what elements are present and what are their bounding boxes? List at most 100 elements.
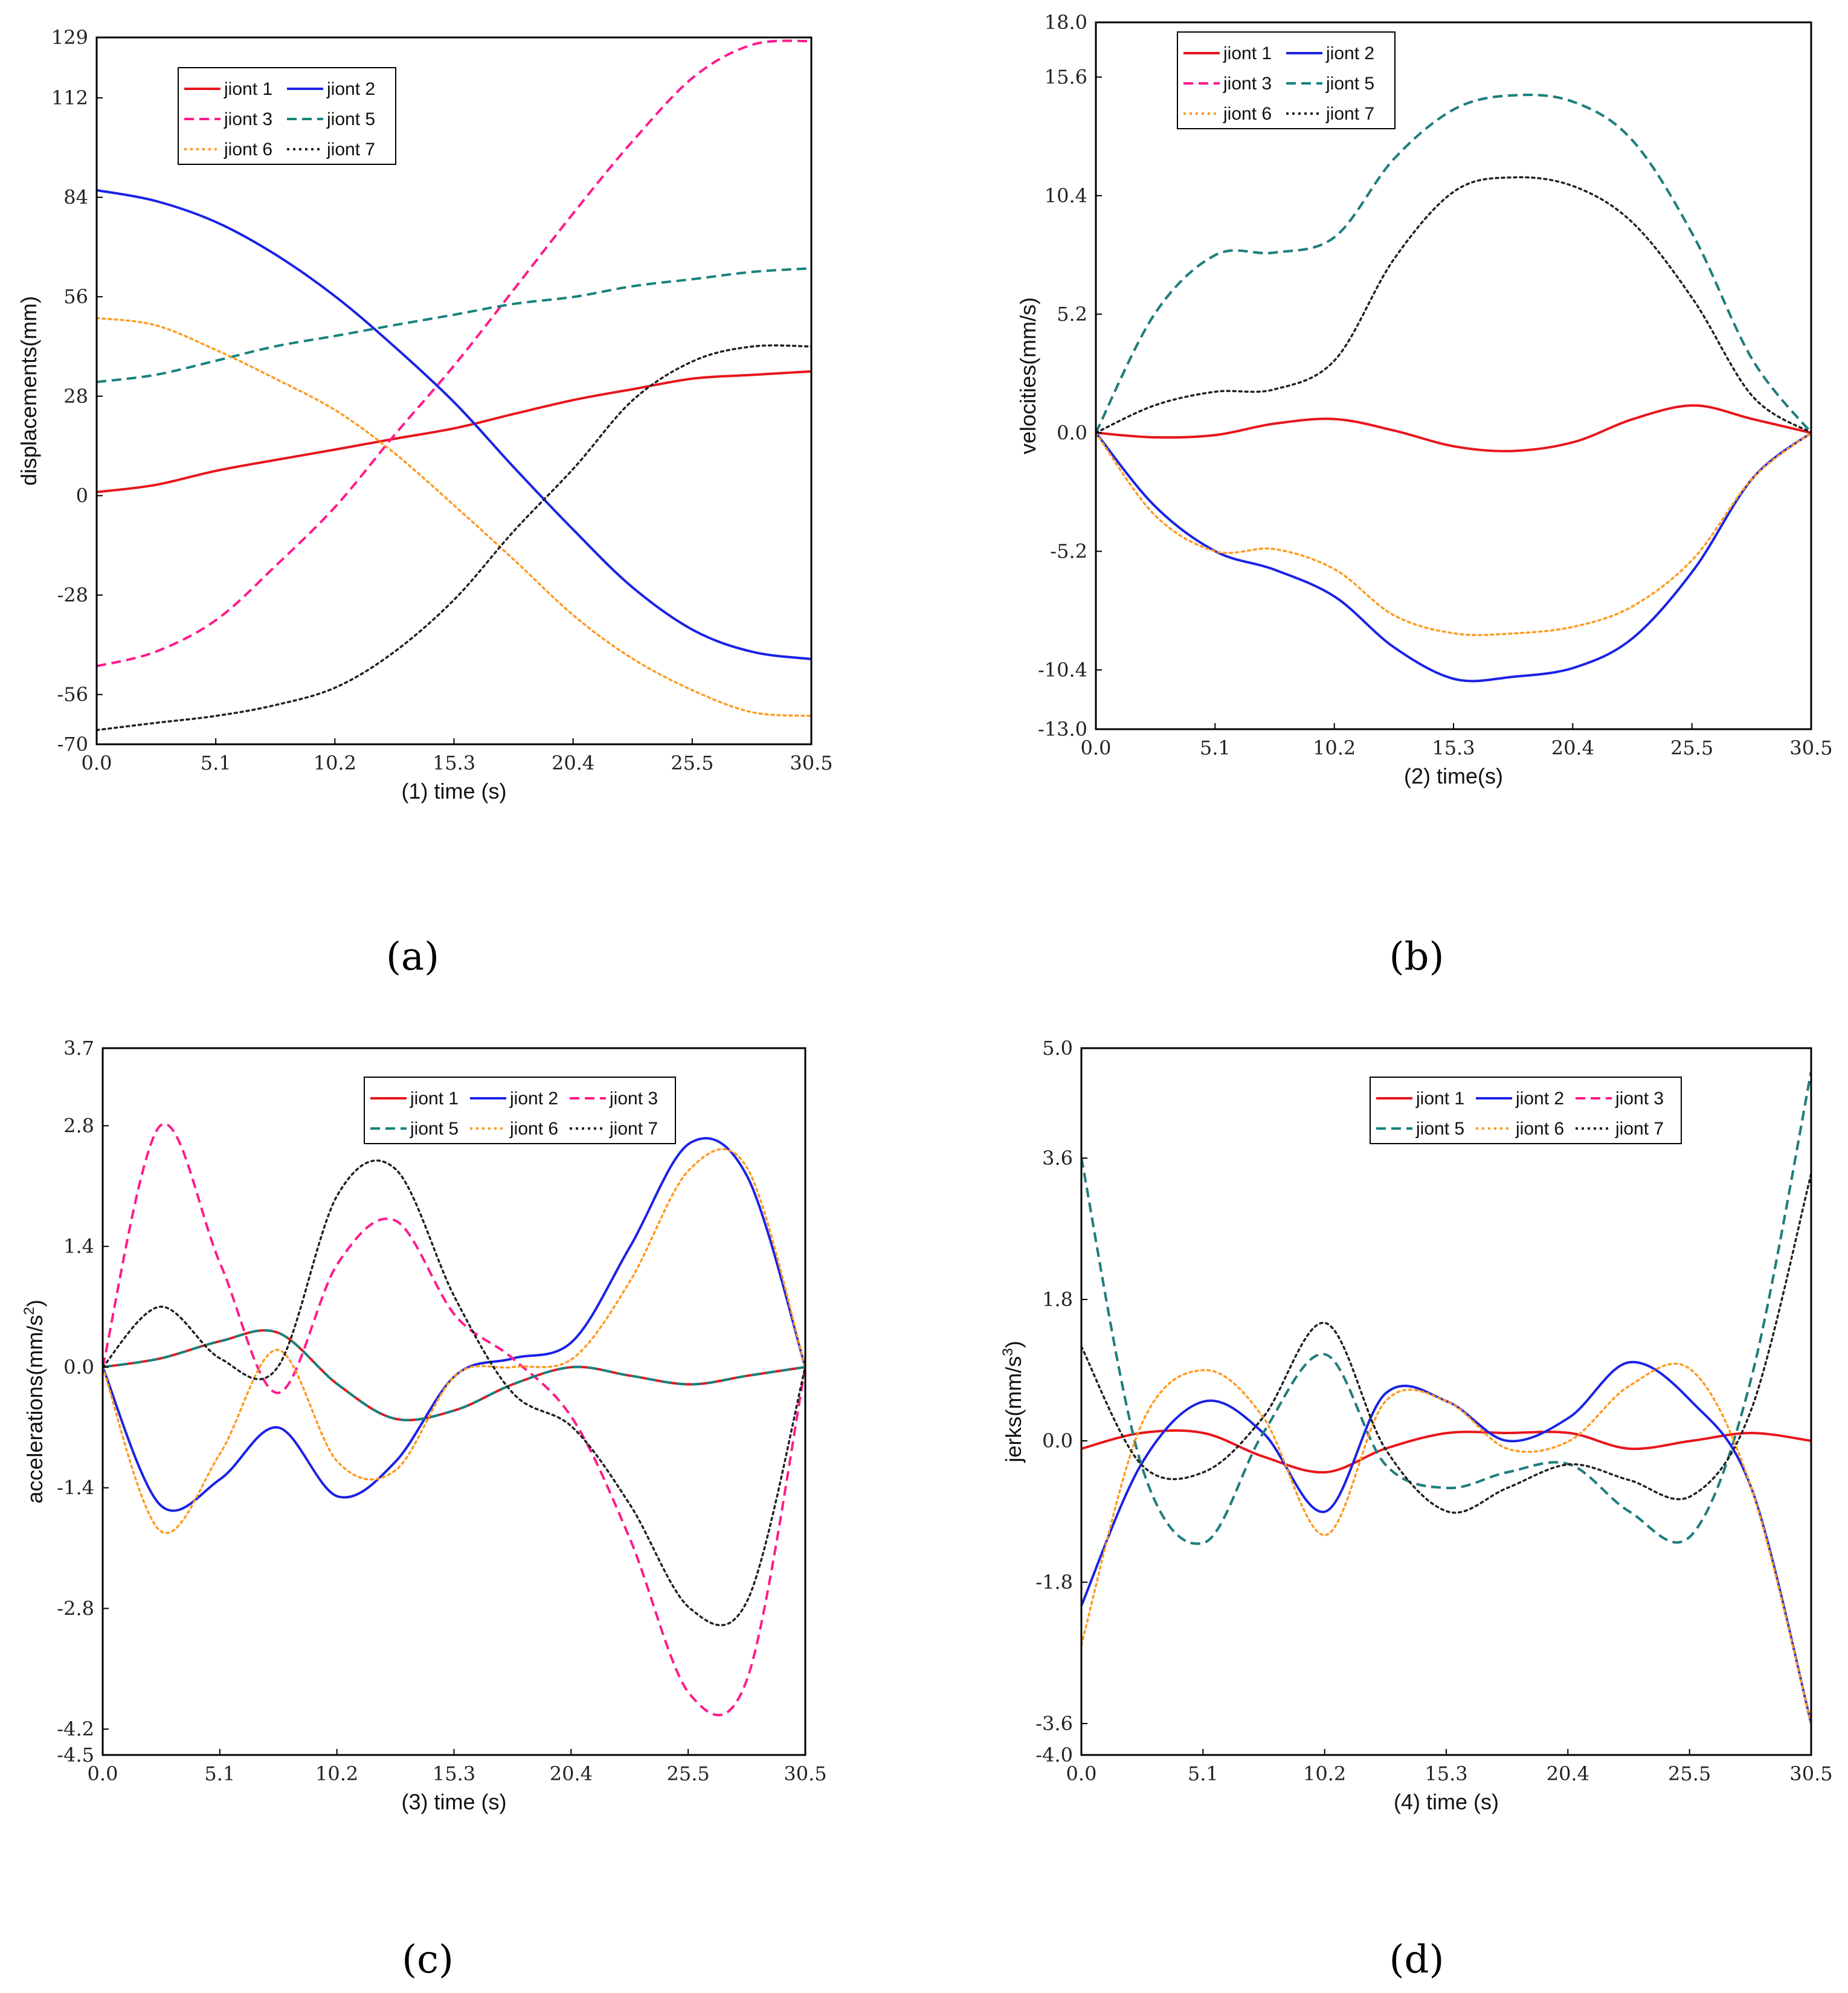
y-tick-label: 56 bbox=[63, 285, 88, 308]
x-tick-label: 0.0 bbox=[1081, 736, 1112, 759]
x-tick-label: 30.5 bbox=[1789, 736, 1832, 759]
legend-label: jiont 3 bbox=[1615, 1089, 1664, 1109]
y-tick-label: 18.0 bbox=[1045, 11, 1087, 34]
series-group bbox=[97, 39, 811, 732]
x-tick-label: 0.0 bbox=[88, 1762, 118, 1785]
series-line-jiont-7 bbox=[1081, 1173, 1811, 1514]
series-line-jiont-2 bbox=[1096, 431, 1811, 683]
legend-label: jiont 7 bbox=[609, 1119, 658, 1139]
series-group bbox=[1096, 93, 1811, 683]
y-tick-label: 3.6 bbox=[1042, 1147, 1073, 1170]
y-axis-title: displacements(mm) bbox=[16, 296, 41, 486]
chart-panel-1: 0.0 5.1 10.2 15.3 20.4 25.5 30.5 -70 -56 -28 0 28 56… bbox=[16, 26, 833, 979]
series-line-jiont-7 bbox=[97, 344, 811, 732]
legend: jiont 1 jiont 2 jiont 3 jiont 5 jiont 6 jiont… bbox=[364, 1077, 676, 1144]
y-tick-label: -3.6 bbox=[1035, 1712, 1073, 1735]
series-line-jiont-6 bbox=[1096, 431, 1811, 636]
y-tick-label: 1.4 bbox=[63, 1235, 94, 1258]
y-tick-label: 0.0 bbox=[63, 1356, 94, 1379]
y-tick-label: -70 bbox=[57, 733, 88, 756]
series-line-jiont-7 bbox=[103, 1159, 805, 1626]
legend-label: jiont 7 bbox=[1325, 104, 1374, 124]
x-tick-label: 5.1 bbox=[1200, 736, 1231, 759]
series-group bbox=[103, 1122, 805, 1717]
series-line-jiont-6 bbox=[97, 317, 811, 717]
chart-panel-2: 0.0 5.1 10.2 15.3 20.4 25.5 30.5 -13.0 -10.4 -5.2… bbox=[1016, 11, 1833, 979]
legend-label: jiont 2 bbox=[509, 1089, 558, 1109]
y-tick-label: 2.8 bbox=[63, 1114, 94, 1137]
x-tick-label: 5.1 bbox=[201, 752, 231, 774]
series-line-jiont-1 bbox=[1081, 1429, 1811, 1474]
legend-label: jiont 3 bbox=[1223, 74, 1272, 94]
x-tick-label: 0.0 bbox=[1066, 1762, 1097, 1785]
legend-label: jiont 3 bbox=[224, 109, 272, 129]
panel-label: (a) bbox=[386, 935, 439, 979]
x-tick-label: 20.4 bbox=[1547, 1762, 1589, 1785]
legend-label: jiont 1 bbox=[1223, 43, 1272, 63]
y-tick-label: 28 bbox=[63, 385, 88, 408]
series-group bbox=[1081, 1071, 1811, 1725]
legend-label: jiont 5 bbox=[326, 109, 375, 129]
x-tick-label: 10.2 bbox=[315, 1762, 358, 1785]
legend-label: jiont 1 bbox=[1415, 1089, 1464, 1109]
y-tick-label: -13.0 bbox=[1038, 718, 1087, 741]
y-tick-label: 129 bbox=[51, 26, 88, 49]
legend-label: jiont 5 bbox=[1415, 1119, 1464, 1139]
y-tick-label: -1.8 bbox=[1035, 1571, 1073, 1594]
legend-label: jiont 2 bbox=[326, 79, 375, 99]
plot-frame bbox=[101, 1047, 806, 1756]
chart-panel-3: 0.0 5.1 10.2 15.3 20.4 25.5 30.5 -4.5 -4.2 -2.8 -1… bbox=[21, 1037, 827, 1982]
x-tick-label: 5.1 bbox=[204, 1762, 235, 1785]
chart-panel-4: 0.0 5.1 10.2 15.3 20.4 25.5 30.5 -4.0 -3.6 -1.8 0.… bbox=[1000, 1037, 1833, 1982]
legend-label: jiont 2 bbox=[1325, 43, 1374, 63]
series-line-jiont-6 bbox=[1081, 1362, 1811, 1725]
y-tick-label: -5.2 bbox=[1050, 540, 1087, 563]
series-line-jiont-7 bbox=[1096, 176, 1811, 434]
legend-box bbox=[364, 1077, 676, 1144]
x-tick-label: 15.3 bbox=[433, 752, 475, 774]
x-axis-title: (2) time(s) bbox=[1404, 764, 1503, 788]
x-tick-label: 10.2 bbox=[1313, 736, 1356, 759]
y-tick-label: 5.0 bbox=[1042, 1037, 1073, 1060]
y-tick-label: 84 bbox=[63, 186, 88, 209]
x-tick-label: 20.4 bbox=[550, 1762, 593, 1785]
y-tick-label: 10.4 bbox=[1045, 184, 1087, 207]
legend: jiont 1 jiont 2 jiont 3 jiont 5 jiont 6 jiont… bbox=[1177, 31, 1396, 129]
x-tick-label: 15.3 bbox=[1432, 736, 1475, 759]
legend-label: jiont 1 bbox=[410, 1089, 459, 1109]
legend-label: jiont 1 bbox=[224, 79, 272, 99]
series-line-jiont-1 bbox=[1096, 404, 1811, 452]
x-tick-label: 10.2 bbox=[314, 752, 356, 774]
y-axis-title: velocities(mm/s) bbox=[1016, 297, 1040, 454]
y-tick-label: 3.7 bbox=[63, 1037, 94, 1060]
legend-label: jiont 6 bbox=[224, 140, 272, 159]
panel-label: (c) bbox=[402, 1937, 454, 1982]
series-line-jiont-1 bbox=[97, 370, 811, 494]
x-tick-label: 30.5 bbox=[790, 752, 832, 774]
series-line-jiont-3 bbox=[97, 39, 811, 668]
x-axis-title: (4) time (s) bbox=[1394, 1789, 1499, 1814]
x-tick-label: 20.4 bbox=[552, 752, 594, 774]
y-tick-label: -4.5 bbox=[57, 1743, 94, 1766]
y-tick-label: -4.2 bbox=[57, 1718, 94, 1740]
x-tick-label: 25.5 bbox=[1668, 1762, 1711, 1785]
series-line-jiont-5 bbox=[1081, 1071, 1811, 1545]
series-line-jiont-5 bbox=[97, 267, 811, 384]
series-line-jiont-3 bbox=[103, 1122, 805, 1717]
x-tick-label: 0.0 bbox=[82, 752, 112, 774]
y-tick-label: -4.0 bbox=[1035, 1743, 1073, 1766]
y-tick-label: -1.4 bbox=[57, 1476, 94, 1499]
legend-label: jiont 2 bbox=[1515, 1089, 1564, 1109]
x-axis-title: (3) time (s) bbox=[402, 1789, 507, 1814]
y-axis-title: accelerations(mm/s2) bbox=[21, 1299, 47, 1503]
x-tick-label: 25.5 bbox=[667, 1762, 710, 1785]
x-axis-title: (1) time (s) bbox=[402, 779, 507, 803]
series-line-jiont-2 bbox=[103, 1137, 805, 1512]
x-tick-label: 25.5 bbox=[671, 752, 713, 774]
y-tick-label: 15.6 bbox=[1045, 66, 1087, 89]
series-line-jiont-6 bbox=[103, 1148, 805, 1534]
y-tick-label: 0 bbox=[76, 484, 88, 507]
legend-box bbox=[1370, 1077, 1682, 1144]
legend-label: jiont 6 bbox=[1223, 104, 1272, 124]
